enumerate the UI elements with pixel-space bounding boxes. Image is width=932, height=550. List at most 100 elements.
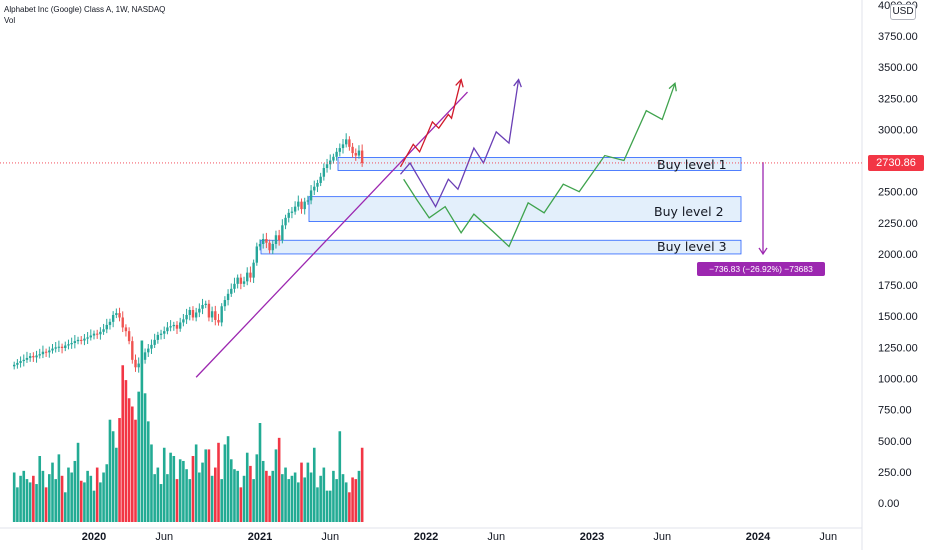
currency-button[interactable]: USD	[890, 4, 916, 20]
candle-body	[172, 324, 176, 327]
candle-body	[293, 206, 297, 212]
candle-body	[22, 359, 25, 362]
projection-paths[interactable]	[399, 78, 677, 248]
time-tick-label: 2021	[248, 531, 272, 543]
measure-arrow[interactable]	[758, 162, 768, 256]
volume-bar	[226, 436, 230, 522]
candle-body	[80, 339, 83, 341]
candle-body	[156, 334, 160, 340]
volume-bar	[86, 470, 89, 522]
volume-bar	[284, 467, 287, 522]
volume-bar	[258, 423, 262, 522]
volume-bar	[99, 482, 102, 522]
candle-body	[48, 350, 51, 353]
volume-bar	[233, 469, 236, 522]
volume-bar	[127, 398, 131, 522]
buy-zone-1	[337, 157, 742, 171]
volume-bar	[261, 460, 265, 522]
candle-body	[252, 262, 255, 278]
candle-body	[131, 341, 134, 360]
volume-bar	[322, 467, 326, 522]
candle-body	[115, 313, 118, 315]
candle-body	[261, 239, 265, 244]
volume-bar	[348, 492, 351, 522]
volume-bar	[162, 447, 166, 522]
volume-bar	[217, 442, 220, 522]
candle-body	[217, 319, 220, 323]
volume-bar	[255, 454, 259, 522]
volume-legend: Vol	[4, 16, 16, 25]
time-axis[interactable]: 2020 Jun 2021 Jun 2022 Jun 2023 Jun 2024 Jun	[82, 531, 837, 543]
volume-bar	[153, 474, 156, 522]
volume-bar	[146, 421, 150, 522]
candle-body	[360, 150, 364, 164]
candle-body	[281, 225, 284, 241]
price-tick-label: 1500.00	[878, 311, 918, 323]
candle-body	[325, 164, 329, 169]
candle-body	[338, 148, 342, 152]
volume-bar	[38, 456, 42, 522]
candle-body	[300, 201, 303, 210]
candle-body	[271, 243, 274, 251]
time-tick-label: Jun	[819, 531, 837, 543]
volume-bar	[360, 447, 364, 522]
volume-bar	[92, 490, 96, 522]
volume-bar	[41, 470, 45, 522]
volume-bar	[166, 474, 169, 522]
candle-body	[191, 309, 195, 318]
candle-body	[341, 144, 345, 149]
candle-body	[290, 211, 294, 213]
candle-body	[306, 200, 310, 202]
volume-bar	[32, 475, 35, 522]
candle-body	[255, 246, 259, 263]
candle-body	[258, 243, 262, 247]
time-tick-label: 2020	[82, 531, 106, 543]
candle-body	[163, 331, 166, 334]
candle-body	[329, 160, 332, 165]
candle-body	[153, 339, 156, 345]
candle-body	[44, 351, 48, 353]
projection-green-arrowhead	[668, 82, 677, 92]
zone-label-2: Buy level 2	[654, 204, 724, 219]
time-tick-label: Jun	[487, 531, 505, 543]
volume-bar	[67, 467, 70, 522]
volume-bar	[79, 480, 83, 522]
candle-body	[105, 324, 108, 330]
candle-body	[309, 190, 313, 201]
candlestick-series	[12, 133, 364, 373]
volume-bar	[344, 482, 348, 522]
price-axis[interactable]: 0.00 250.00 500.00 750.00 1000.00 1250.00 1500…	[878, 0, 918, 510]
candle-body	[175, 324, 179, 329]
candle-body	[16, 362, 19, 365]
candle-body	[67, 344, 70, 346]
candle-body	[140, 359, 144, 364]
volume-bar	[274, 449, 278, 522]
candle-body	[207, 303, 211, 318]
time-tick-label: Jun	[321, 531, 339, 543]
candle-body	[348, 139, 351, 147]
candle-body	[19, 361, 22, 363]
volume-bar	[108, 419, 112, 522]
volume-bar	[236, 470, 239, 522]
volume-bar	[325, 490, 329, 522]
volume-bar	[287, 479, 291, 522]
price-tick-label: 3250.00	[878, 93, 918, 105]
volume-bar	[95, 467, 99, 522]
candle-body	[60, 346, 64, 348]
volume-bar	[16, 487, 19, 522]
volume-bar	[309, 472, 313, 522]
candle-body	[108, 321, 112, 325]
candle-body	[246, 272, 249, 282]
candle-body	[127, 331, 131, 342]
volume-bar	[198, 472, 201, 522]
candle-body	[182, 319, 185, 323]
volume-bar	[169, 452, 172, 522]
candle-body	[124, 327, 128, 332]
candle-body	[198, 308, 201, 313]
trendline[interactable]	[195, 91, 468, 378]
projection-red	[399, 79, 462, 168]
volume-bar	[265, 470, 268, 522]
candle-body	[178, 322, 182, 329]
candle-body	[226, 293, 230, 301]
candle-body	[76, 339, 80, 342]
